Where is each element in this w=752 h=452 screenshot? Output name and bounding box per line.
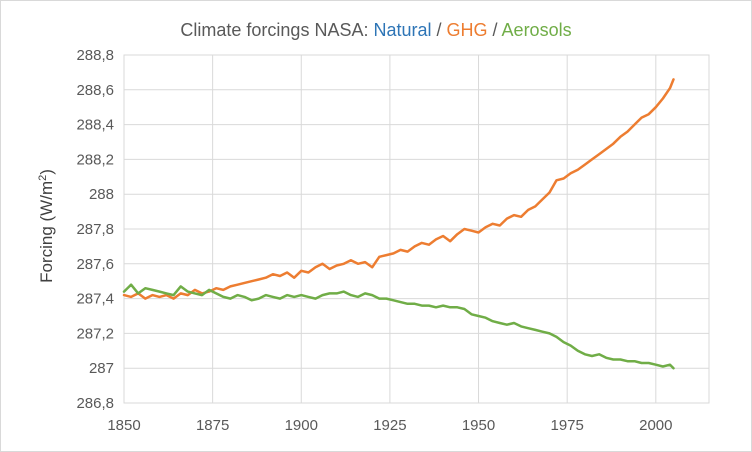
series-line-ghg [122,78,675,300]
title-part-ghg: GHG [447,20,488,40]
title-part-prefix: Climate forcings NASA: [180,20,373,40]
y-tick-label: 288 [89,186,114,203]
x-axis-ticks: 1850 1875 1900 1925 1950 1975 2000 [107,417,672,434]
x-tick-label: 1900 [285,417,318,434]
title-part-aerosols: Aerosols [502,20,572,40]
y-tick-label: 287,4 [76,291,114,308]
y-axis-label-superscript: 2 [37,175,49,181]
y-tick-label: 288,8 [76,47,114,64]
series-lines [122,78,675,370]
x-tick-label: 1925 [373,417,406,434]
y-tick-label: 287,8 [76,221,114,238]
y-tick-label: 287,2 [76,325,114,342]
y-tick-label: 288,6 [76,82,114,99]
title-part-natural: Natural [373,20,431,40]
series-line-aerosols [122,283,675,370]
x-tick-label: 2000 [639,417,672,434]
x-tick-label: 1850 [107,417,140,434]
title-part-sep2: / [488,20,502,40]
y-axis-label: Forcing (W/m2) [37,169,56,283]
x-tick-label: 1875 [196,417,229,434]
y-tick-label: 287,6 [76,256,114,273]
plot-area-border [123,54,710,404]
x-tick-label: 1975 [550,417,583,434]
y-axis-ticks: 286,8 287 287,2 287,4 287,6 287,8 288 288,2 288,… [76,47,114,412]
y-tick-label: 288,2 [76,151,114,168]
x-tick-label: 1950 [462,417,495,434]
y-tick-label: 287 [89,360,114,377]
title-part-sep1: / [432,20,447,40]
chart-title: Climate forcings NASA: Natural / GHG / A… [180,20,571,40]
y-tick-label: 286,8 [76,395,114,412]
y-axis-label-close: ) [37,169,56,175]
y-tick-label: 288,4 [76,117,114,134]
y-axis-label-main: Forcing (W/m [37,181,56,283]
